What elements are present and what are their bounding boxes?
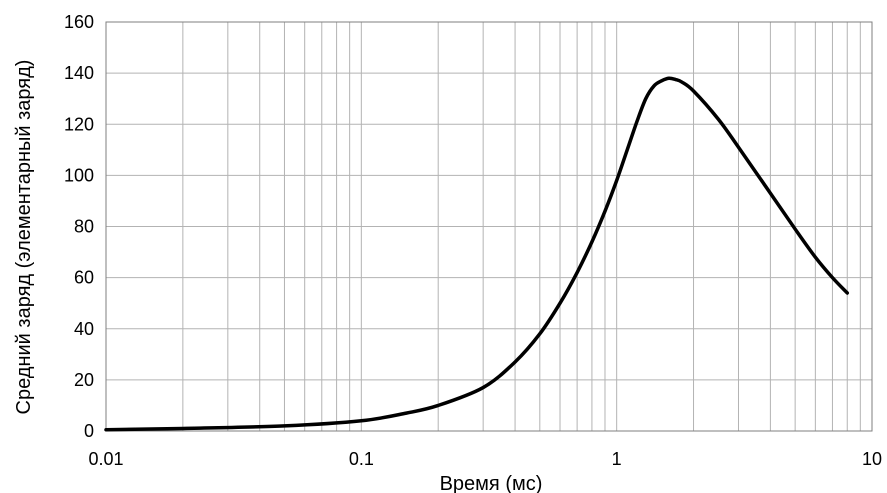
y-tick-label: 80 bbox=[74, 217, 94, 237]
series-line bbox=[104, 76, 850, 432]
x-tick-label: 10 bbox=[862, 449, 882, 469]
x-tick-label: 0.1 bbox=[349, 449, 374, 469]
y-tick-label: 20 bbox=[74, 370, 94, 390]
x-tick-label: 0.01 bbox=[88, 449, 123, 469]
grid bbox=[105, 21, 872, 432]
plot-border bbox=[105, 21, 873, 432]
y-axis-title: Средний заряд (элементарный заряд) bbox=[13, 60, 35, 415]
y-tick-label: 60 bbox=[74, 268, 94, 288]
y-tick-label: 0 bbox=[84, 421, 94, 441]
x-tick-labels: 0.01 0.1 1 10 bbox=[88, 449, 882, 469]
y-tick-label: 160 bbox=[64, 12, 94, 32]
y-tick-label: 100 bbox=[64, 165, 94, 185]
series-layer bbox=[104, 76, 850, 432]
x-tick-label: 1 bbox=[612, 449, 622, 469]
x-axis-title: Время (мс) bbox=[440, 473, 543, 493]
y-tick-label: 40 bbox=[74, 319, 94, 339]
y-tick-label: 140 bbox=[64, 63, 94, 83]
y-tick-label: 120 bbox=[64, 114, 94, 134]
y-tick-labels: 0 20 40 60 80 100 120 140 160 bbox=[64, 12, 94, 441]
